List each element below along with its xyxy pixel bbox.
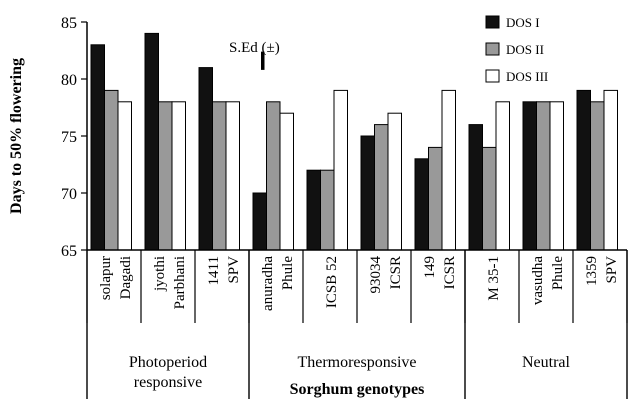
bar-dos-i-3 bbox=[198, 67, 213, 251]
legend-swatch bbox=[485, 69, 500, 83]
bar-dos-ii-10 bbox=[590, 101, 605, 251]
bar-dos-ii-9 bbox=[536, 101, 551, 251]
sed-bar bbox=[261, 51, 265, 70]
category-label: 1359 bbox=[584, 256, 600, 286]
bar-dos-ii-6 bbox=[374, 124, 389, 251]
bar-dos-i-7 bbox=[414, 158, 429, 251]
legend-swatch bbox=[485, 15, 500, 29]
category-label: SPV bbox=[226, 256, 242, 284]
group-label: responsive bbox=[134, 374, 202, 391]
legend-swatch bbox=[485, 42, 500, 56]
group-label: Neutral bbox=[522, 354, 571, 371]
bar-dos-ii-2 bbox=[158, 101, 173, 251]
category-label: M 35-1 bbox=[486, 256, 502, 301]
category-label: 93034 bbox=[368, 256, 384, 294]
category-label: jyothi bbox=[152, 256, 168, 292]
bar-dos-iii-3 bbox=[225, 101, 240, 251]
bar-dos-iii-5 bbox=[333, 89, 348, 251]
bar-dos-ii-1 bbox=[104, 89, 119, 251]
category-label: anuradha bbox=[260, 256, 276, 311]
category-label: 1411 bbox=[206, 256, 222, 285]
legend-label: DOS I bbox=[506, 15, 540, 30]
bar-dos-iii-7 bbox=[441, 89, 456, 251]
x-axis-title: Sorghum genotypes bbox=[290, 381, 425, 398]
y-axis-title: Days to 50% flowering bbox=[8, 58, 25, 214]
bar-dos-ii-8 bbox=[482, 146, 497, 251]
category-label: Phule bbox=[280, 256, 296, 291]
y-tick-label: 80 bbox=[61, 72, 77, 89]
category-label: ICSB 52 bbox=[324, 256, 340, 308]
category-label: 149 bbox=[422, 256, 438, 279]
bar-dos-iii-10 bbox=[603, 89, 618, 251]
bar-dos-i-8 bbox=[468, 124, 483, 251]
y-tick-label: 65 bbox=[61, 243, 77, 260]
bar-dos-i-9 bbox=[522, 101, 537, 251]
bar-dos-iii-1 bbox=[117, 101, 132, 251]
y-tick-label: 85 bbox=[61, 15, 77, 32]
bar-dos-i-4 bbox=[252, 192, 267, 251]
bar-dos-iii-4 bbox=[279, 112, 294, 251]
category-label: ICSR bbox=[388, 256, 404, 289]
y-tick-label: 70 bbox=[61, 186, 77, 203]
legend-label: DOS II bbox=[506, 42, 544, 57]
bar-dos-ii-3 bbox=[212, 101, 227, 251]
bar-dos-iii-6 bbox=[387, 112, 402, 251]
bar-dos-iii-2 bbox=[171, 101, 186, 251]
bar-dos-i-10 bbox=[576, 89, 591, 251]
category-label: Dagadi bbox=[118, 256, 134, 299]
bar-dos-ii-7 bbox=[428, 146, 443, 251]
bar-dos-i-1 bbox=[90, 44, 105, 251]
category-label: solapur bbox=[98, 256, 114, 300]
bar-dos-ii-4 bbox=[266, 101, 281, 251]
category-label: SPV bbox=[604, 256, 620, 284]
bar-dos-i-6 bbox=[360, 135, 375, 251]
group-label: Photoperiod bbox=[129, 354, 207, 371]
bar-dos-iii-9 bbox=[549, 101, 564, 251]
bar-dos-ii-5 bbox=[320, 169, 335, 251]
bar-dos-i-2 bbox=[144, 32, 159, 251]
category-label: Phule bbox=[550, 256, 566, 291]
category-label: ICSR bbox=[442, 256, 458, 289]
sed-label: S.Ed (±) bbox=[229, 40, 280, 56]
legend-label: DOS III bbox=[506, 69, 548, 84]
y-tick-label: 75 bbox=[61, 129, 77, 146]
category-label: Parbhani bbox=[172, 256, 188, 309]
category-label: vasudha bbox=[530, 256, 546, 305]
bar-dos-iii-8 bbox=[495, 101, 510, 251]
group-label: Thermoresponsive bbox=[297, 354, 416, 371]
bar-dos-i-5 bbox=[306, 169, 321, 251]
